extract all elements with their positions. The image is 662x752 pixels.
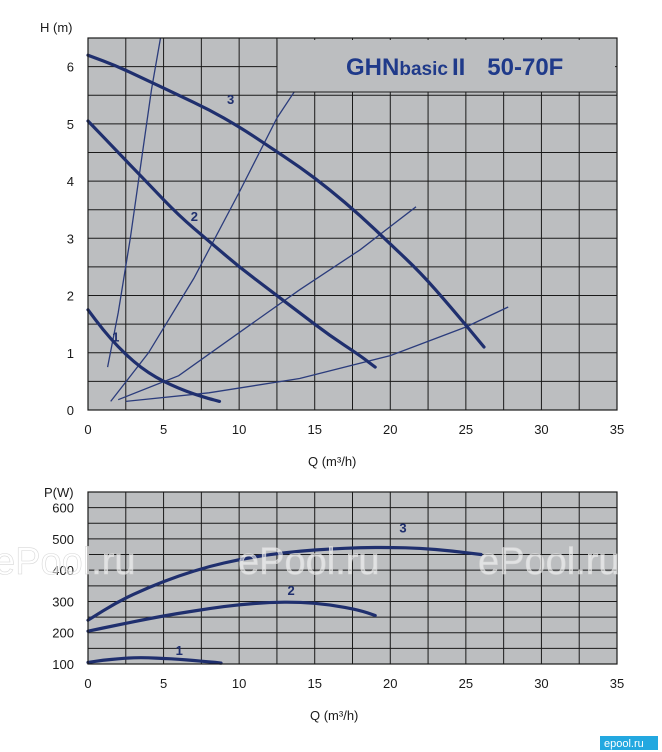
power-curve-label-1: 1 [176,643,183,658]
power-xlabel: Q (m³/h) [310,708,358,723]
y-tick-label: 3 [67,231,74,246]
corner-badge [600,736,658,750]
power-frame [87,491,618,665]
head-grid [88,38,617,410]
y-tick-label: 500 [52,532,74,547]
x-tick-label: 0 [84,676,91,691]
title-roman: II [452,54,465,81]
power-curve-3 [86,545,483,622]
power-curve-label-3: 3 [399,521,406,536]
title-box [277,40,615,92]
x-tick-label: 5 [160,676,167,691]
power-ylabel: P(W) [44,485,74,500]
power-curve-1 [86,656,223,665]
title-main: GHN [346,54,399,81]
y-tick-label: 6 [67,60,74,75]
watermark-right: ePool.ru [478,541,620,583]
y-tick-label: 200 [52,626,74,641]
power-curve-2 [86,600,377,633]
head-chart: GHNbasic II 50-70F 1 2 3 0 5 10 15 20 25 30 35 0 1 2 3 4… [40,20,624,469]
x-tick-label: 20 [383,676,397,691]
title-model: 50-70F [487,54,563,81]
x-tick-label: 10 [232,422,246,437]
x-tick-label: 30 [534,676,548,691]
x-tick-label: 10 [232,676,246,691]
x-tick-label: 15 [307,422,321,437]
head-frame [87,37,618,411]
model-title: GHNbasic II 50-70F [346,54,563,81]
y-tick-label: 2 [67,289,74,304]
power-curve-label-2: 2 [288,583,295,598]
x-tick-label: 0 [84,422,91,437]
y-tick-label: 100 [52,657,74,672]
head-curves: 1 2 3 [86,53,486,403]
x-tick-label: 20 [383,422,397,437]
y-tick-label: 0 [67,403,74,418]
head-ylabel: H (m) [40,20,73,35]
x-tick-label: 30 [534,422,548,437]
x-tick-label: 35 [610,676,624,691]
y-tick-label: 400 [52,563,74,578]
head-curve-1 [86,308,222,403]
head-xlabel: Q (m³/h) [308,454,356,469]
y-tick-label: 4 [67,174,74,189]
head-curve-label-1: 1 [112,329,119,344]
power-ticks: 0 5 10 15 20 25 30 35 100 200 300 400 500 600 [52,501,624,691]
watermark-corner: epool.ru [604,738,644,750]
head-curve-label-2: 2 [191,209,198,224]
system-curve [106,37,162,368]
y-tick-label: 5 [67,117,74,132]
x-tick-label: 15 [307,676,321,691]
system-curve [110,83,301,402]
x-tick-label: 5 [160,422,167,437]
head-curve-3 [86,53,486,349]
watermark-center: ePool.ru [238,541,380,583]
watermark-group: ePool.ru ePool.ru ePool.ru epool.ru [0,541,658,750]
x-tick-label: 35 [610,422,624,437]
x-tick-label: 25 [459,422,473,437]
watermark-left: ePool.ru [0,541,136,583]
x-tick-label: 25 [459,676,473,691]
head-curve-label-3: 3 [227,92,234,107]
head-curve-2 [86,119,377,369]
y-tick-label: 1 [67,346,74,361]
power-curves: 1 2 3 [86,521,483,665]
title-small: basic [399,59,448,80]
power-grid [88,492,617,664]
y-tick-label: 300 [52,594,74,609]
system-curve [117,206,417,401]
y-tick-label: 600 [52,501,74,516]
power-chart: 1 2 3 0 5 10 15 20 25 30 35 100 200 300 400 500 600 P(W… [44,485,624,723]
head-ticks: 0 5 10 15 20 25 30 35 0 1 2 3 4 5 6 [67,60,624,437]
